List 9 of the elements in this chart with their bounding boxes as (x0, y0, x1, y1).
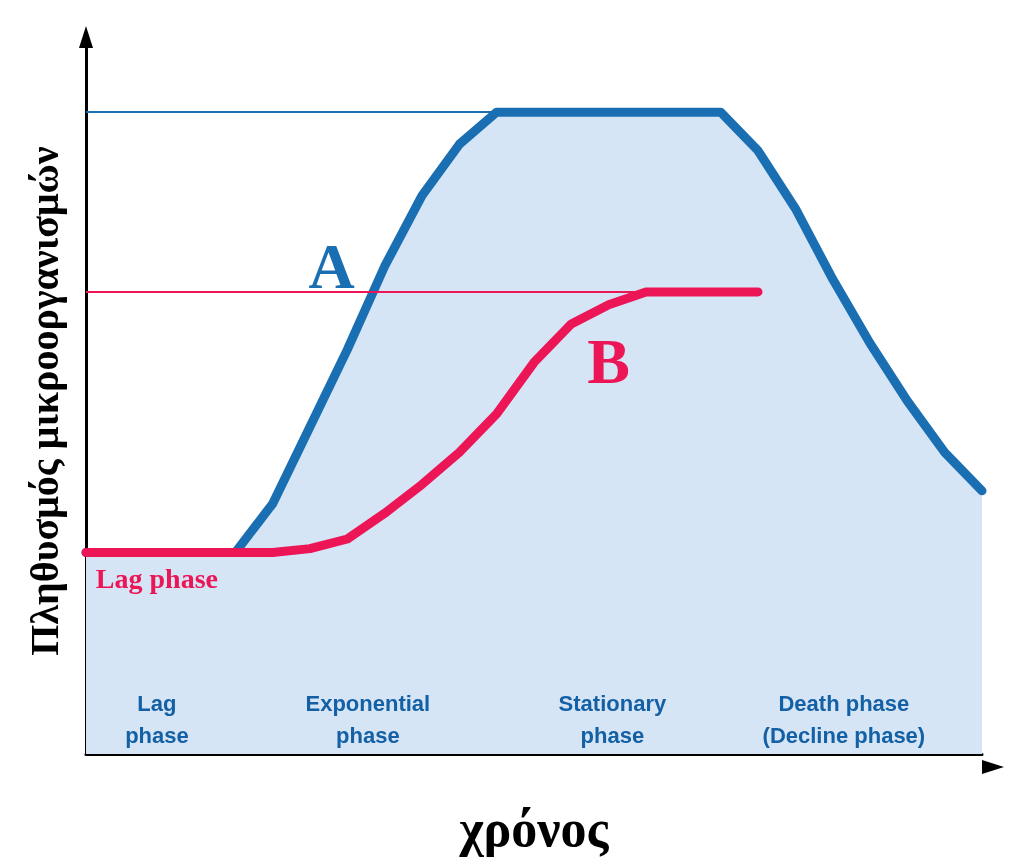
x-axis-title: χρόνος (458, 799, 610, 857)
annotation: Stationary phase (558, 690, 667, 748)
annotation: Exponential phase (305, 690, 431, 748)
annotation: Lag phase (125, 690, 189, 748)
series-label: B (587, 326, 631, 398)
series-label: A (308, 230, 355, 302)
annotation: Death phase (Decline phase) (762, 690, 926, 748)
y-axis-title: Πληθυσμός μικροοργανισμών (21, 146, 67, 656)
annotation: Lag phase (95, 562, 219, 594)
